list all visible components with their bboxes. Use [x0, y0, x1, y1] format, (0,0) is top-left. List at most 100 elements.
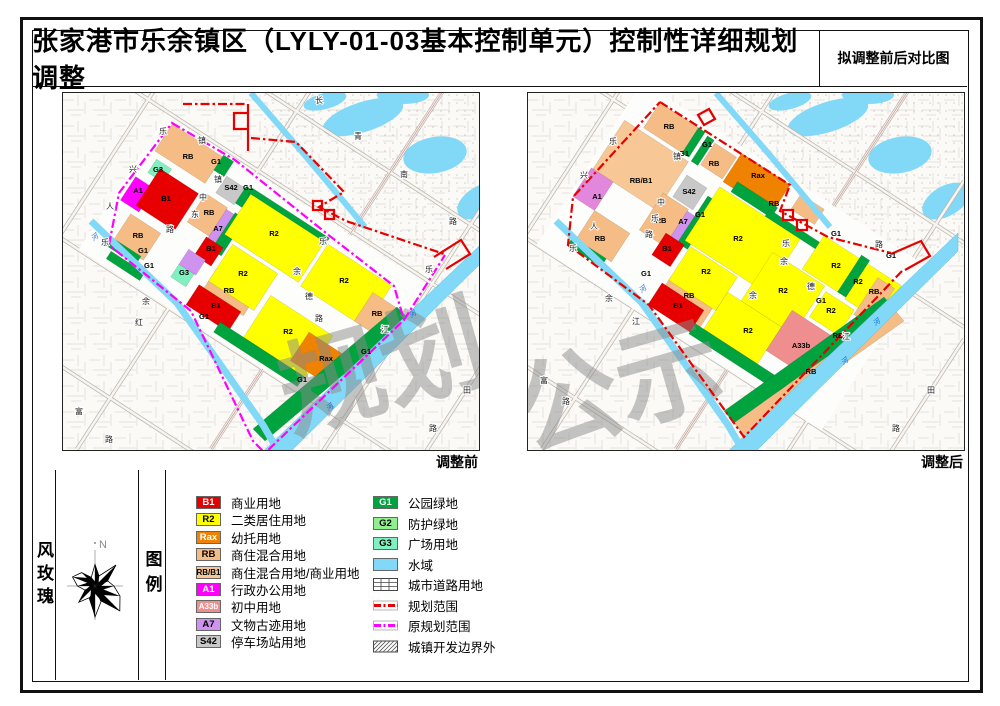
- legend-item-R2: R2 二类居住用地: [196, 513, 359, 529]
- parcel-label: RB: [709, 159, 720, 168]
- road-label: 路: [105, 434, 113, 444]
- parcel-label: R2: [269, 229, 279, 238]
- parcel-g1: [764, 209, 821, 250]
- road-label: 田: [927, 386, 935, 395]
- parcel-label: S42: [682, 187, 695, 196]
- map-panel-after: 公示 RB G1 G1 RB Rax RB RB/B1 A1 S42 RB A7 G1 B1 RB G1 B1 R…: [527, 92, 965, 451]
- canal: [553, 218, 746, 450]
- legend-label: 二类居住用地: [231, 514, 307, 529]
- parcel-label: G1: [702, 140, 712, 149]
- legend-swatch: G1: [373, 496, 398, 509]
- legend-road-icon: [373, 578, 398, 591]
- parcel-label: R2: [743, 326, 753, 335]
- north-label: N: [99, 539, 107, 551]
- parcel-label: R2: [701, 267, 711, 276]
- road-label: 镇: [198, 135, 206, 145]
- legend-item: 城市道路用地: [373, 578, 496, 593]
- parcel-r2: [703, 291, 782, 365]
- plan-boundary: [311, 199, 336, 221]
- sheet-type-label: 拟调整前后对比图: [819, 30, 967, 86]
- parcel-label: G1: [243, 183, 253, 192]
- plan-boundary: [781, 208, 809, 232]
- page-title: 张家港市乐余镇区（LYLY-01-03基本控制单元）控制性详细规划调整: [32, 26, 799, 93]
- road-label: 东: [191, 209, 199, 219]
- road-label: 红: [135, 317, 143, 327]
- legend-label: 行政办公用地: [231, 583, 307, 598]
- legend-label: 原规划范围: [408, 620, 471, 634]
- parcel-label: G1: [641, 269, 651, 278]
- parcel-g1: [247, 187, 330, 246]
- legend-label: 商业用地: [231, 497, 282, 511]
- road-label: 路: [875, 239, 883, 249]
- road-label: 乐: [159, 126, 167, 136]
- parcel-label: R2: [283, 327, 293, 336]
- legend-swatch: B1: [196, 496, 221, 509]
- legend-item-B1: B1 商业用地: [196, 496, 359, 511]
- parcel-label: B1: [673, 301, 683, 310]
- legend-item: G3 广场用地: [373, 537, 496, 552]
- legend-swatch: A1: [196, 582, 221, 596]
- parcel-label: G1: [816, 296, 826, 305]
- legend-item: 原规划范围: [373, 619, 496, 634]
- legend-swatch: A7: [196, 617, 221, 631]
- parcel-b1: [135, 168, 199, 231]
- parcel-label: RB: [869, 287, 880, 296]
- parcel-label: G1: [138, 246, 148, 255]
- outer-border: [20, 17, 983, 693]
- parcel-g3: [170, 263, 195, 288]
- canal: [713, 93, 833, 229]
- road-label: 路: [562, 396, 570, 406]
- parcel-s42: [215, 175, 246, 206]
- road-label: 江: [381, 325, 389, 334]
- parcel-label: A1: [592, 192, 602, 201]
- legend-item: G2 防护绿地: [373, 516, 496, 532]
- road-label: 路: [449, 216, 457, 226]
- parcel-g1: [690, 135, 715, 166]
- parcel-a1: [120, 176, 155, 213]
- legend-swatch: Rax: [196, 530, 221, 544]
- parcel-label: G1: [144, 261, 154, 270]
- parcel-label: A7: [678, 217, 688, 226]
- road-label: 田: [463, 386, 471, 395]
- road-label: 乐: [569, 243, 577, 253]
- plan-boundary: [566, 101, 903, 439]
- parcel-label: B1: [211, 301, 221, 310]
- water-label: 河: [637, 283, 649, 295]
- parcel-label: RB: [372, 309, 383, 318]
- parcel-g1: [213, 154, 235, 178]
- canal: [88, 218, 281, 450]
- road-label: 路: [429, 423, 437, 433]
- parcel-label: Rax: [751, 171, 766, 180]
- road-label: 乐: [651, 213, 659, 223]
- road-label: 德: [807, 281, 815, 291]
- road-label: 中: [657, 197, 665, 207]
- parcel-label: R2: [238, 269, 248, 278]
- legend-label: 公园绿地: [408, 497, 459, 511]
- parcel-label: R2: [733, 234, 743, 243]
- legend-heading: 图例: [139, 470, 166, 680]
- wind-rose-icon: N: [67, 539, 123, 620]
- road-label: 余: [293, 266, 301, 276]
- legend-line-icon: [373, 620, 398, 631]
- legend-item-S42: S42 停车场站用地: [196, 635, 359, 651]
- caption-before: 调整前: [436, 454, 478, 470]
- parcel-rb: [575, 210, 631, 263]
- legend-label: 水域: [408, 558, 434, 573]
- legend-item: 城镇开发边界外: [373, 640, 496, 655]
- road-label: 人: [590, 222, 598, 231]
- parcel-label: A33b: [792, 341, 811, 350]
- legend-swatch: [373, 557, 398, 571]
- parcel-label: B1: [662, 244, 672, 253]
- road-label: 乐: [782, 238, 790, 248]
- road-label: 人: [106, 202, 114, 211]
- wind-rose: N: [56, 470, 139, 680]
- road-label: 乐: [425, 264, 433, 274]
- road-label: 青: [354, 131, 362, 141]
- legend-item-A1: A1 行政办公用地: [196, 582, 359, 598]
- legend-label: 防护绿地: [408, 517, 459, 532]
- legend-label: 停车场站用地: [231, 636, 307, 651]
- road-label: 德: [305, 291, 313, 301]
- parcel-a7: [178, 248, 206, 276]
